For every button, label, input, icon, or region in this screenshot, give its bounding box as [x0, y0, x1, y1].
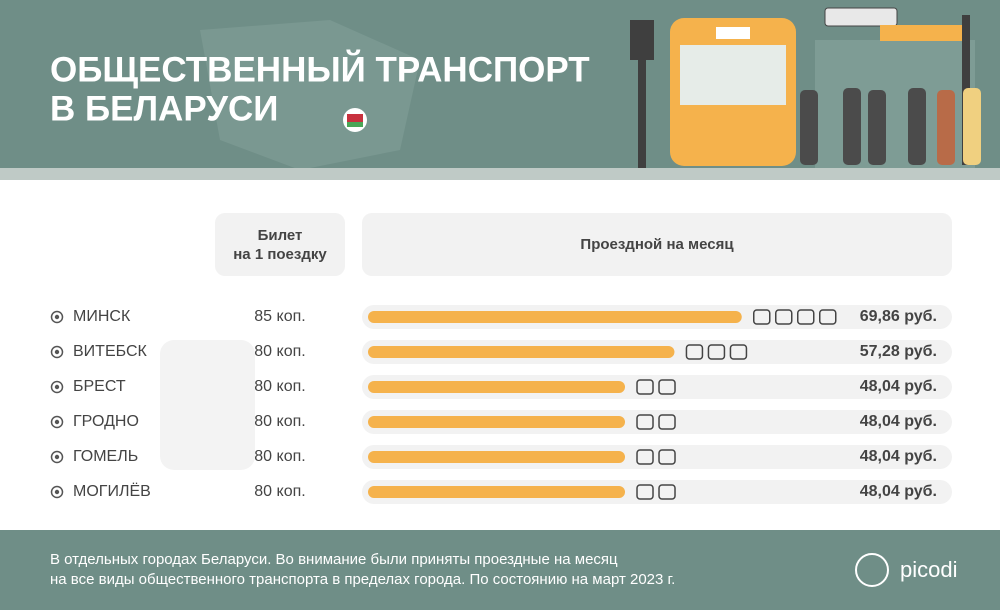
- stop-sign: [824, 7, 898, 27]
- person: [800, 90, 818, 165]
- transport-icon: [753, 309, 771, 325]
- ticket-price: 80 коп.: [254, 378, 305, 395]
- value-label: 48,04 руб.: [860, 483, 937, 500]
- bus-window: [680, 45, 786, 105]
- flag-pin: [347, 114, 363, 122]
- sidewalk: [0, 168, 1000, 180]
- transport-icon: [819, 309, 837, 325]
- flag-pin: [347, 122, 363, 127]
- bar: [368, 486, 626, 498]
- bullet: [54, 419, 60, 425]
- bus-number: [716, 27, 750, 39]
- column-header: на 1 поездку: [233, 246, 327, 263]
- transport-icon: [658, 379, 676, 395]
- shelter-roof: [880, 25, 965, 41]
- bullet: [54, 454, 60, 460]
- footer-band: [0, 530, 1000, 610]
- value-label: 48,04 руб.: [860, 378, 937, 395]
- person: [963, 88, 981, 165]
- column-header: Проездной на месяц: [580, 236, 734, 253]
- footer-note: В отдельных городах Беларуси. Во внимани…: [50, 551, 618, 568]
- bullet: [50, 345, 64, 359]
- transport-icon: [658, 449, 676, 465]
- bullet: [54, 314, 60, 320]
- transport-icon: [636, 449, 654, 465]
- title-line: ОБЩЕСТВЕННЫЙ ТРАНСПОРТ: [50, 49, 590, 89]
- city-label: ГРОДНО: [73, 413, 139, 430]
- column-header: Билет: [258, 227, 303, 244]
- footer-note: на все виды общественного транспорта в п…: [50, 571, 675, 588]
- city-label: МОГИЛЁВ: [73, 482, 151, 500]
- bullet: [50, 310, 64, 324]
- map-shape: [200, 20, 420, 170]
- value-label: 48,04 руб.: [860, 413, 937, 430]
- ticket-price: 80 коп.: [254, 448, 305, 465]
- brand-logo: [855, 553, 889, 587]
- bg-bus-icon: [160, 340, 255, 470]
- person: [937, 90, 955, 165]
- ticket-price: 80 коп.: [254, 483, 305, 500]
- bullet: [50, 380, 64, 394]
- transport-icon: [658, 414, 676, 430]
- transport-icon: [707, 344, 726, 360]
- transport-icon: [797, 309, 815, 325]
- transport-icon: [658, 484, 676, 500]
- ticket-price: 80 коп.: [254, 343, 305, 360]
- bullet: [50, 485, 64, 499]
- rows: МИНСК 85 коп. 69,86 руб. ВИТЕБСК 80 коп. 57,2…: [50, 305, 952, 504]
- transport-icon: [636, 484, 654, 500]
- value-label: 57,28 руб.: [860, 343, 937, 360]
- title-line: В БЕЛАРУСИ: [50, 89, 278, 128]
- person: [868, 90, 886, 165]
- bullet: [50, 450, 64, 464]
- bar: [368, 346, 675, 358]
- transport-icon: [636, 414, 654, 430]
- city-label: ВИТЕБСК: [73, 343, 147, 360]
- city-label: МИНСК: [73, 308, 131, 325]
- city-label: БРЕСТ: [73, 378, 126, 395]
- column-header-box: [362, 213, 952, 276]
- bullet: [54, 489, 60, 495]
- person: [908, 88, 926, 165]
- transport-icon: [775, 309, 793, 325]
- lamp: [638, 60, 646, 178]
- bar: [368, 381, 626, 393]
- value-label: 48,04 руб.: [860, 448, 937, 465]
- bar: [368, 451, 626, 463]
- transport-icon: [729, 344, 748, 360]
- bullet: [50, 415, 64, 429]
- ticket-price: 80 коп.: [254, 413, 305, 430]
- brand: picodi: [900, 557, 957, 582]
- bullet: [54, 384, 60, 390]
- bullet: [54, 349, 60, 355]
- transport-icon: [636, 379, 654, 395]
- transport-icon: [685, 344, 704, 360]
- ticket-price: 85 коп.: [254, 308, 305, 325]
- person: [843, 88, 861, 165]
- city-label: ГОМЕЛЬ: [73, 448, 138, 465]
- value-label: 69,86 руб.: [860, 308, 937, 325]
- bar: [368, 311, 742, 323]
- column-header-box: [215, 213, 345, 276]
- lamp: [630, 20, 654, 60]
- people: [800, 88, 981, 165]
- bar: [368, 416, 626, 428]
